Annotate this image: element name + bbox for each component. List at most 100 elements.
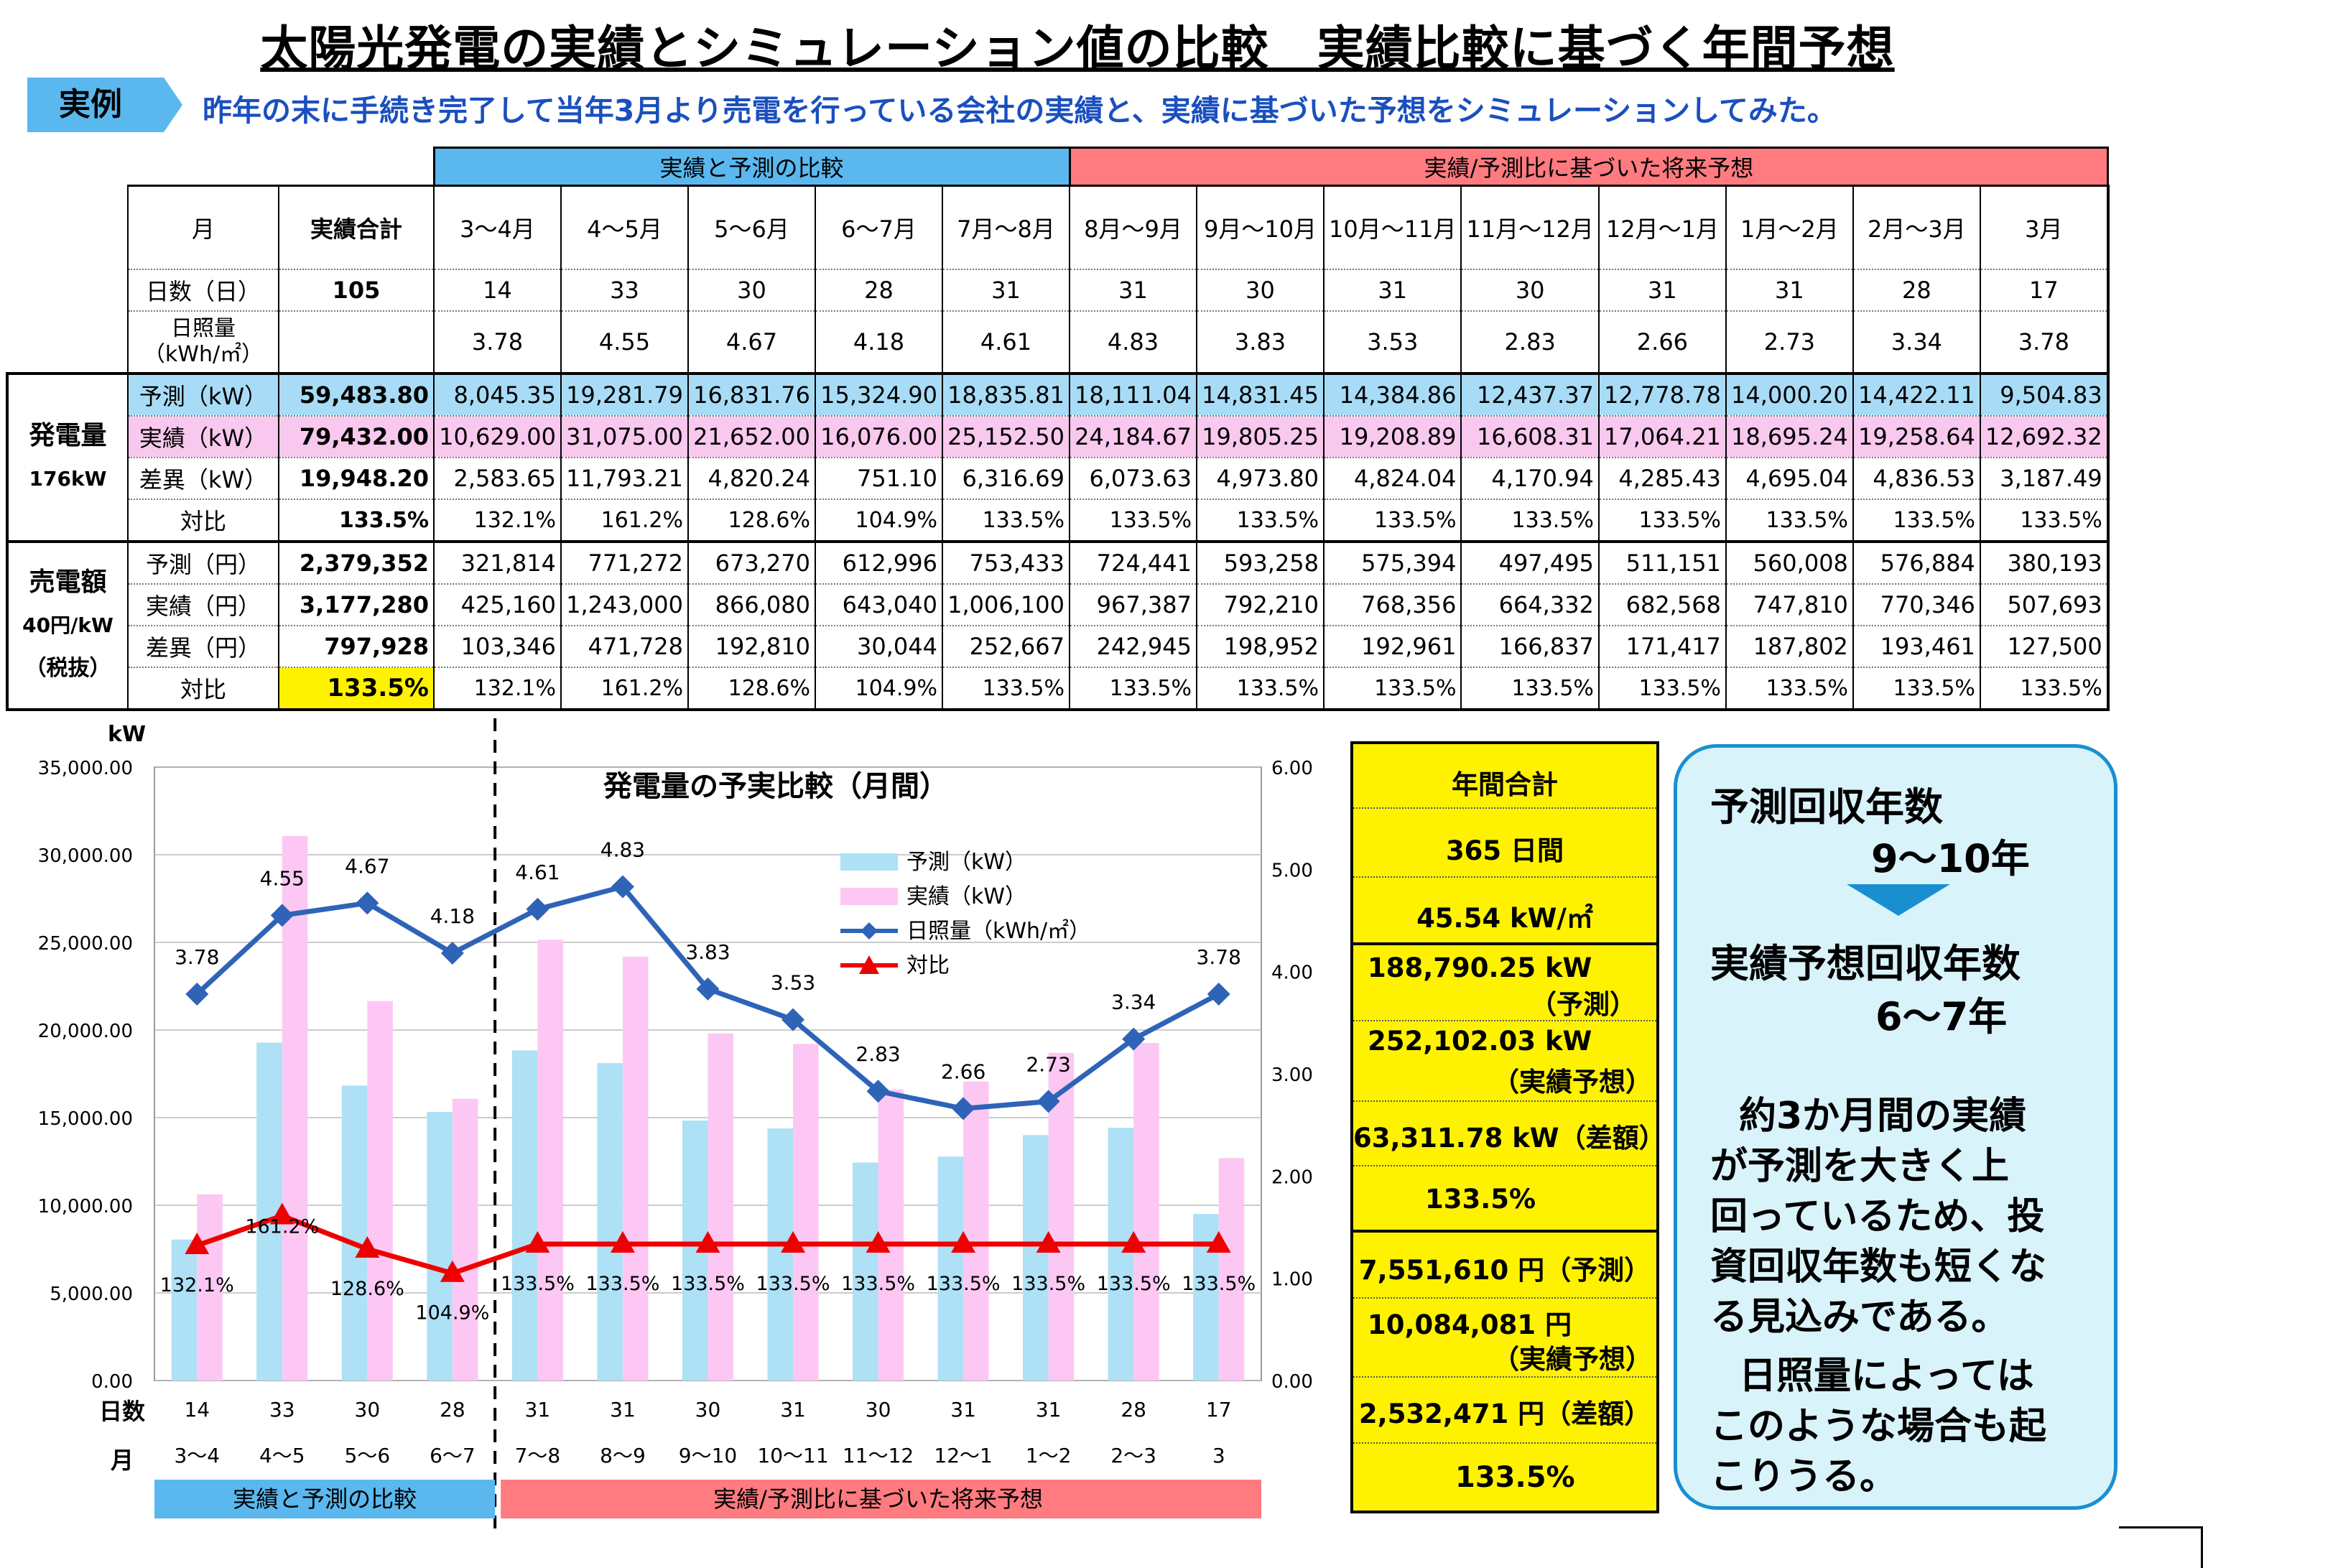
x-tick-label: 7～8 [515,1444,561,1467]
data-cell: 380,193 [1979,540,2110,584]
bar-actual [1218,1158,1245,1381]
x-days-label: 30 [866,1398,891,1421]
data-cell: 133.5% [1852,498,1980,542]
data-cell: 753,433 [942,540,1070,584]
legend-label: 予測（kW） [906,850,1026,875]
ratio-data-label: 133.5% [1011,1273,1085,1295]
irradiance-marker [611,875,634,899]
annual-gen-actual-note: （実績予想） [1493,1067,1652,1098]
irradiance-marker [1207,982,1230,1006]
bar-forecast [767,1128,794,1381]
payback-note-line: る見込みである。 [1710,1296,2009,1339]
section-subtitle: 40円/kW [22,613,113,637]
ratio-data-label: 133.5% [501,1273,575,1295]
y2-tick-label: 0.00 [1271,1371,1313,1393]
data-cell: 18,835.81 [942,372,1070,416]
ratio-data-label: 161.2% [245,1216,319,1238]
days-cell: 30 [687,269,815,311]
payback-note-line: 資回収年数も短くな [1710,1245,2047,1289]
y2-tick-label: 4.00 [1271,962,1313,984]
data-cell: 31,075.00 [560,415,688,458]
ratio-data-label: 133.5% [1182,1273,1256,1295]
data-cell: 6,073.63 [1069,457,1197,499]
row-total: 133.5% [278,667,434,711]
days-cell: 30 [1196,269,1324,311]
ratio-marker [1121,1230,1146,1253]
row-total: 19,948.20 [278,457,434,499]
irradiance-cell: 2.66 [1597,310,1726,374]
data-cell: 193,461 [1852,625,1980,667]
irradiance-label: 日照量 （kWh/㎡） [127,310,279,374]
irradiance-cell: 2.83 [1460,310,1599,374]
data-cell: 560,008 [1725,540,1853,584]
month-header: 12月～1月 [1597,185,1726,269]
generation-chart: 0.00 5,000.00 10,000.00 15,000.00 20,000.00 2… [38,718,1313,1537]
irradiance-cell: 4.67 [687,310,815,374]
data-cell: 14,831.45 [1196,372,1324,416]
data-cell: 511,151 [1597,540,1726,584]
data-cell: 16,608.31 [1460,415,1599,458]
group-band-forecast-label: 実績/予測比に基づいた将来予想 [713,1485,1043,1513]
data-cell: 161.2% [560,667,688,711]
data-cell: 192,961 [1322,625,1462,667]
bar-actual [1133,1043,1159,1381]
irradiance-cell: 3.34 [1852,310,1980,374]
row-label: 実績（kW） [127,415,279,458]
data-cell: 4,820.24 [687,457,815,499]
x-tick-label: 2～3 [1110,1444,1156,1467]
bar-actual [537,940,563,1381]
data-cell: 133.5% [942,498,1070,542]
table-spacer [7,186,128,270]
row-total: 2,379,352 [278,540,434,584]
data-cell: 866,080 [687,583,815,626]
data-cell: 17,064.21 [1597,415,1726,458]
irradiance-marker [952,1097,975,1121]
data-cell: 1,243,000 [560,583,688,626]
data-cell: 2,583.65 [433,457,561,499]
ratio-marker [866,1230,891,1253]
y-tick-label: 30,000.00 [38,845,133,867]
data-cell: 171,417 [1597,625,1726,667]
irradiance-data-label: 4.67 [345,854,389,878]
days-cell: 28 [815,269,942,311]
days-axis-label: 日数 [99,1398,146,1425]
section-note: （税抜） [24,656,111,681]
irradiance-data-label: 4.55 [260,866,305,890]
irradiance-cell: 4.83 [1069,310,1197,374]
table-spacer [7,269,128,311]
payback-forecast-years: 9～10年 [1871,836,2030,881]
x-tick-label: 9～10 [679,1444,737,1467]
group-band-compare-label: 実績と予測の比較 [233,1485,417,1513]
data-cell: 242,945 [1069,625,1197,667]
ratio-data-label: 133.5% [671,1273,745,1295]
ratio-marker [440,1260,465,1282]
month-header: 10月～11月 [1322,185,1462,269]
irradiance-marker [440,942,464,965]
irradiance-data-label: 3.83 [685,940,730,964]
data-cell: 128.6% [687,667,815,711]
days-cell: 31 [1322,269,1462,311]
annual-yen-actual: 10,084,081 円 [1368,1309,1572,1340]
x-tick-label: 3 [1212,1444,1225,1467]
data-cell: 751.10 [815,457,942,499]
row-label: 対比 [127,498,279,542]
data-cell: 103,346 [433,625,561,667]
data-cell: 6,316.69 [942,457,1070,499]
x-days-label: 33 [269,1398,295,1421]
data-cell: 14,422.11 [1852,372,1980,416]
ratio-data-label: 133.5% [585,1273,659,1295]
down-arrow-icon [1847,884,1950,916]
irradiance-data-label: 3.53 [771,971,815,995]
y-tick-label: 10,000.00 [38,1196,133,1217]
month-header: 1月～2月 [1725,185,1853,269]
y2-tick-label: 3.00 [1271,1064,1313,1086]
data-cell: 187,802 [1725,625,1853,667]
bar-forecast [853,1162,878,1381]
data-cell: 4,824.04 [1322,457,1462,499]
ratio-data-label: 104.9% [415,1302,489,1325]
ratio-marker [1036,1230,1061,1253]
irradiance-marker [185,982,209,1006]
ratio-marker [1206,1230,1231,1253]
x-days-label: 17 [1206,1398,1232,1421]
data-cell: 19,281.79 [560,372,688,416]
